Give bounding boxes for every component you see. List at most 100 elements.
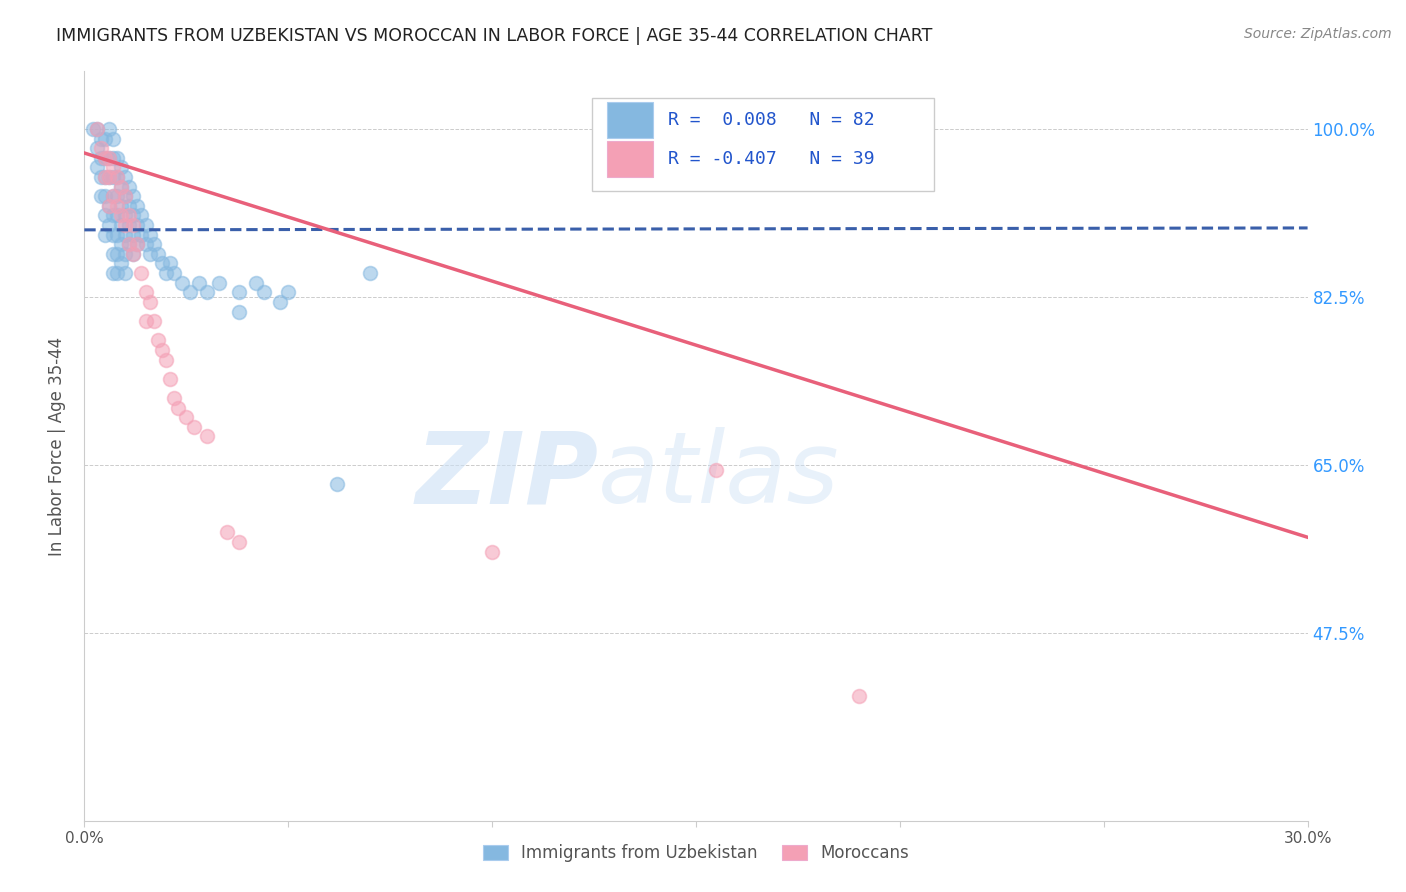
Point <box>114 266 136 280</box>
Point <box>195 429 218 443</box>
Point <box>97 151 120 165</box>
Point <box>269 294 291 309</box>
Point <box>135 218 157 232</box>
Point <box>90 141 112 155</box>
Point <box>97 199 120 213</box>
Point <box>228 285 250 300</box>
Text: ZIP: ZIP <box>415 427 598 524</box>
Point <box>167 401 190 415</box>
Point <box>110 237 132 252</box>
Point <box>101 151 124 165</box>
Point <box>138 294 160 309</box>
Point <box>131 209 153 223</box>
Point <box>135 285 157 300</box>
Point <box>118 199 141 213</box>
Point <box>114 227 136 242</box>
Point <box>110 209 132 223</box>
Point <box>101 131 124 145</box>
Point <box>93 169 115 184</box>
Point <box>122 227 145 242</box>
Point <box>135 314 157 328</box>
Point <box>105 199 128 213</box>
Point <box>110 199 132 213</box>
Point <box>122 247 145 261</box>
Point <box>150 256 173 270</box>
Point <box>127 237 149 252</box>
Text: R = -0.407   N = 39: R = -0.407 N = 39 <box>668 150 875 168</box>
Point <box>122 189 145 203</box>
Point <box>110 161 132 175</box>
Point <box>163 266 186 280</box>
Point <box>93 169 115 184</box>
Point <box>127 199 149 213</box>
Text: atlas: atlas <box>598 427 839 524</box>
Point <box>179 285 201 300</box>
Point <box>131 227 153 242</box>
Point <box>90 131 112 145</box>
Point <box>228 535 250 549</box>
Point <box>101 169 124 184</box>
Point <box>97 199 120 213</box>
Point <box>848 689 870 703</box>
Point <box>118 237 141 252</box>
Point <box>146 247 169 261</box>
Point <box>97 151 120 165</box>
Point <box>253 285 276 300</box>
Point <box>82 122 104 136</box>
Point <box>110 218 132 232</box>
Point <box>155 266 177 280</box>
Point <box>110 179 132 194</box>
Point <box>131 266 153 280</box>
Point <box>122 247 145 261</box>
Point <box>174 410 197 425</box>
Point <box>187 276 209 290</box>
Point <box>93 151 115 165</box>
Point <box>150 343 173 357</box>
Point <box>86 122 108 136</box>
Point <box>105 151 128 165</box>
Point <box>208 276 231 290</box>
Point <box>101 227 124 242</box>
Point <box>93 189 115 203</box>
Point <box>105 169 128 184</box>
Point <box>481 544 503 558</box>
Point <box>101 161 124 175</box>
Point <box>159 372 181 386</box>
Point <box>228 304 250 318</box>
Point <box>155 352 177 367</box>
Point <box>97 122 120 136</box>
Point <box>114 189 136 203</box>
Point <box>146 334 169 348</box>
Point <box>114 169 136 184</box>
Point <box>142 314 165 328</box>
Text: R =  0.008   N = 82: R = 0.008 N = 82 <box>668 112 875 129</box>
Point <box>118 218 141 232</box>
Point <box>93 131 115 145</box>
Point <box>127 237 149 252</box>
Point <box>114 247 136 261</box>
Point <box>114 189 136 203</box>
Point <box>101 189 124 203</box>
Point <box>93 209 115 223</box>
Point <box>326 477 349 491</box>
Point <box>127 218 149 232</box>
Point <box>86 161 108 175</box>
Point <box>159 256 181 270</box>
Point <box>142 237 165 252</box>
Point <box>86 141 108 155</box>
Point <box>90 189 112 203</box>
Point <box>105 169 128 184</box>
Point <box>90 169 112 184</box>
Point <box>97 169 120 184</box>
Point <box>105 189 128 203</box>
Point <box>93 151 115 165</box>
Point <box>110 256 132 270</box>
Point <box>245 276 267 290</box>
Point <box>172 276 194 290</box>
Point <box>114 209 136 223</box>
Point <box>105 227 128 242</box>
Point <box>135 237 157 252</box>
Y-axis label: In Labor Force | Age 35-44: In Labor Force | Age 35-44 <box>48 336 66 556</box>
Point <box>217 525 239 540</box>
Point <box>93 227 115 242</box>
